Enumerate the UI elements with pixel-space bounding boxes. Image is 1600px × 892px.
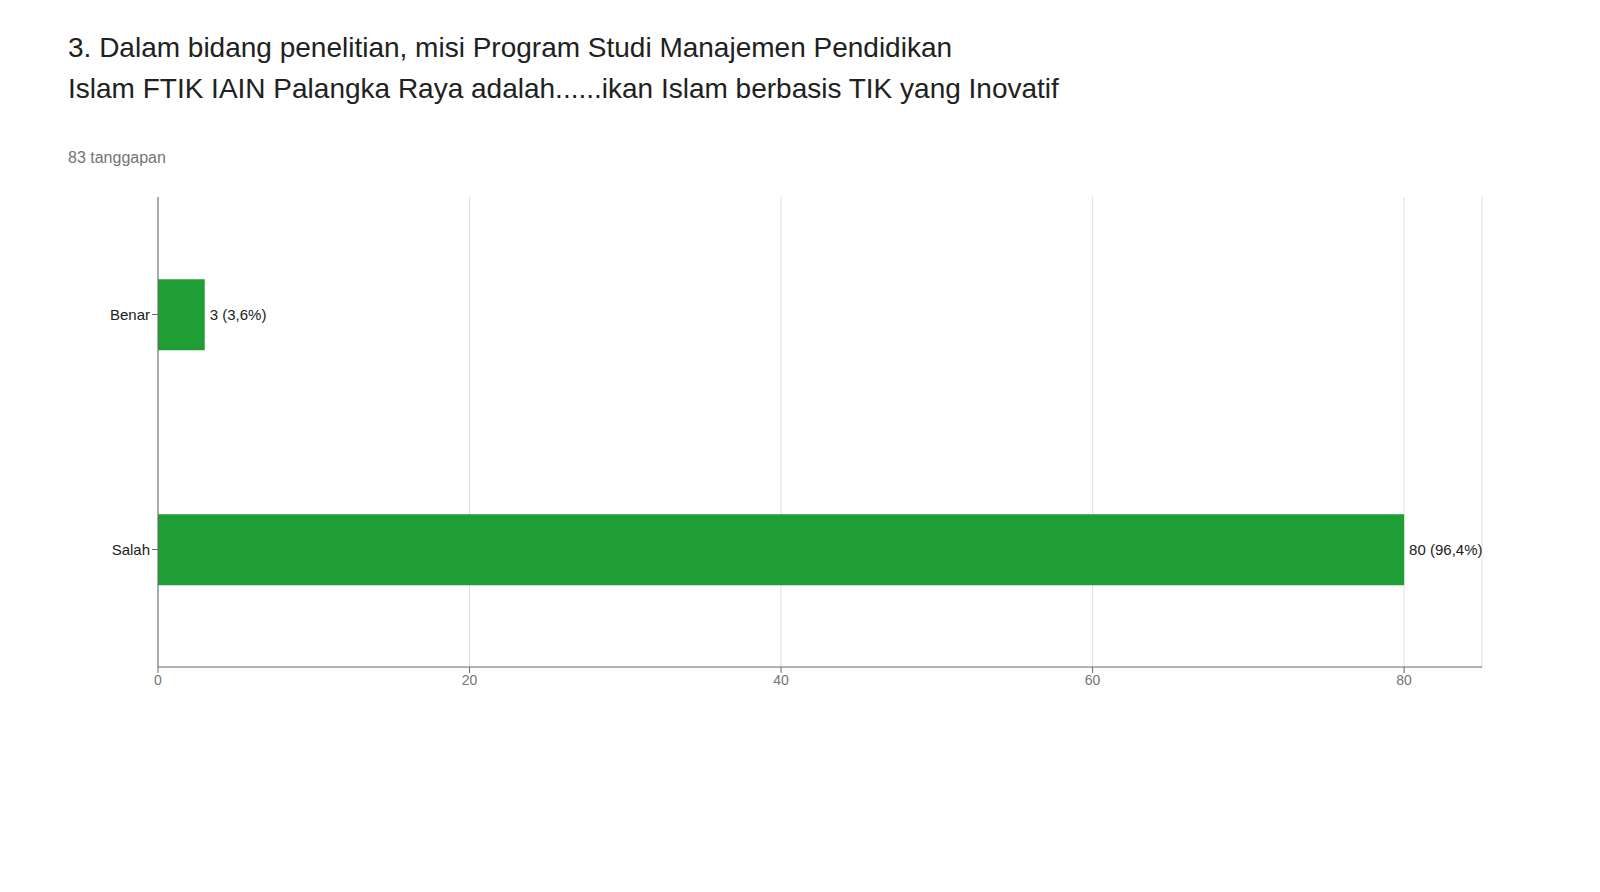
svg-text:80: 80 [1396,672,1412,688]
svg-text:3 (3,6%): 3 (3,6%) [210,306,267,323]
svg-text:40: 40 [773,672,789,688]
svg-text:0: 0 [154,672,162,688]
html-text:83 tanggapan: 83 tanggapan [68,149,166,167]
html-text:Islam FTIK IAIN Palangka Raya: Islam FTIK IAIN Palangka Raya adalah....… [68,72,1059,104]
svg-text:Benar: Benar [110,306,150,323]
html-text:3. Dalam bidang penelitian, mi: 3. Dalam bidang penelitian, misi Program… [68,32,952,63]
svg-text:Salah: Salah [112,541,150,558]
svg-text:80 (96,4%): 80 (96,4%) [1409,541,1482,558]
svg-text:60: 60 [1085,672,1101,688]
svg-text:20: 20 [462,672,478,688]
